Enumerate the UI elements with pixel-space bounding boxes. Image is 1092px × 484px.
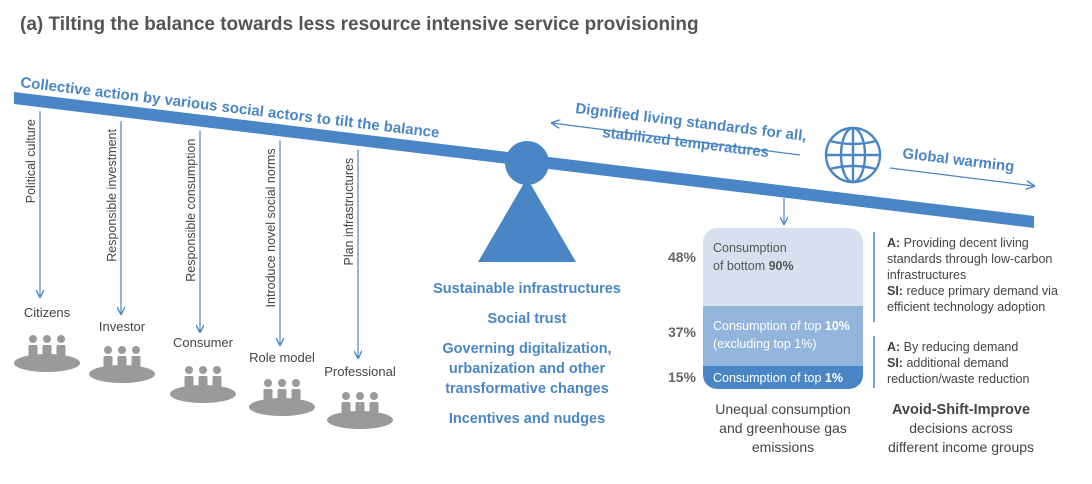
segment-label: of bottom 90% [713, 259, 794, 273]
action-4: Introduce novel social norms Role model [249, 140, 315, 416]
consumption-caption: emissions [752, 439, 814, 455]
strategy-text: reduction/waste reduction [887, 372, 1029, 386]
action-label: Responsible investment [105, 128, 119, 261]
strategy-text: SI: additional demand [887, 356, 1009, 370]
segment-label: (excluding top 1%) [713, 337, 817, 351]
action-label: Responsible consumption [184, 139, 198, 282]
people-group-icon [170, 366, 236, 403]
segment-label: Consumption [713, 241, 787, 255]
action-3: Responsible consumption Consumer [170, 130, 236, 403]
action-label: Political culture [24, 119, 38, 203]
strategy-text: SI: reduce primary demand via [887, 284, 1058, 298]
asi-caption-line: decisions across [909, 420, 1013, 436]
consumption-chart: Consumption of bottom 90% Consumption of t… [668, 228, 863, 455]
strategy-text: standards through low-carbon [887, 252, 1052, 266]
consumption-caption: Unequal consumption [715, 401, 850, 417]
segment-label: Consumption of top 1% [713, 371, 843, 385]
fulcrum-item-text: Sustainable infrastructures [433, 281, 621, 297]
fulcrum-item-text: transformative changes [445, 381, 609, 397]
globe-icon [824, 126, 882, 184]
consumption-segment-1 [703, 228, 863, 306]
global-warming-arrow [889, 167, 1034, 186]
segment-percent: 48% [668, 249, 697, 265]
actor-label: Professional [324, 364, 396, 379]
consumption-segment-2 [703, 306, 863, 366]
people-group-icon [249, 379, 315, 416]
fulcrum-items: Sustainable infrastructures Social trust G… [433, 281, 621, 427]
figure-title: (a) Tilting the balance towards less res… [20, 14, 699, 35]
social-actions: Political culture Citizens Responsible inv… [14, 111, 396, 429]
fulcrum-item-text: Incentives and nudges [449, 411, 605, 427]
dignified-arrow [552, 123, 801, 156]
people-group-icon [89, 346, 155, 383]
actor-label: Citizens [24, 305, 71, 320]
action-label: Plan infrastructures [342, 158, 356, 266]
segment-percent: 37% [668, 324, 697, 340]
consumption-caption: and greenhouse gas [719, 420, 847, 436]
action-1: Political culture Citizens [14, 111, 80, 372]
fulcrum-item-text: urbanization and other [449, 361, 606, 377]
strategy-text: A: Providing decent living [887, 236, 1029, 250]
action-5: Plan infrastructures Professional [324, 149, 396, 429]
asi-caption-line: different income groups [888, 439, 1034, 455]
fulcrum-triangle [478, 178, 576, 262]
actor-label: Consumer [173, 335, 234, 350]
strategy-text: infrastructures [887, 268, 966, 282]
fulcrum-pivot [505, 141, 549, 185]
strategy-text: efficient technology adoption [887, 300, 1045, 314]
strategies-panel: A: Providing decent living standards thro… [873, 232, 1058, 455]
segment-label: Consumption of top 10% [713, 319, 850, 333]
action-label: Introduce novel social norms [264, 148, 278, 307]
action-2: Responsible investment Investor [89, 121, 155, 383]
segment-percent: 15% [668, 369, 697, 385]
fulcrum-item-text: Social trust [488, 311, 567, 327]
people-group-icon [14, 335, 80, 372]
consumption-segment-3 [703, 366, 863, 389]
actor-label: Role model [249, 350, 315, 365]
actor-label: Investor [99, 319, 146, 334]
people-group-icon [327, 392, 393, 429]
asi-caption-title: Avoid-Shift-Improve [892, 402, 1030, 418]
fulcrum-item-text: Governing digitalization, [442, 341, 611, 357]
strategy-text: A: By reducing demand [887, 340, 1018, 354]
